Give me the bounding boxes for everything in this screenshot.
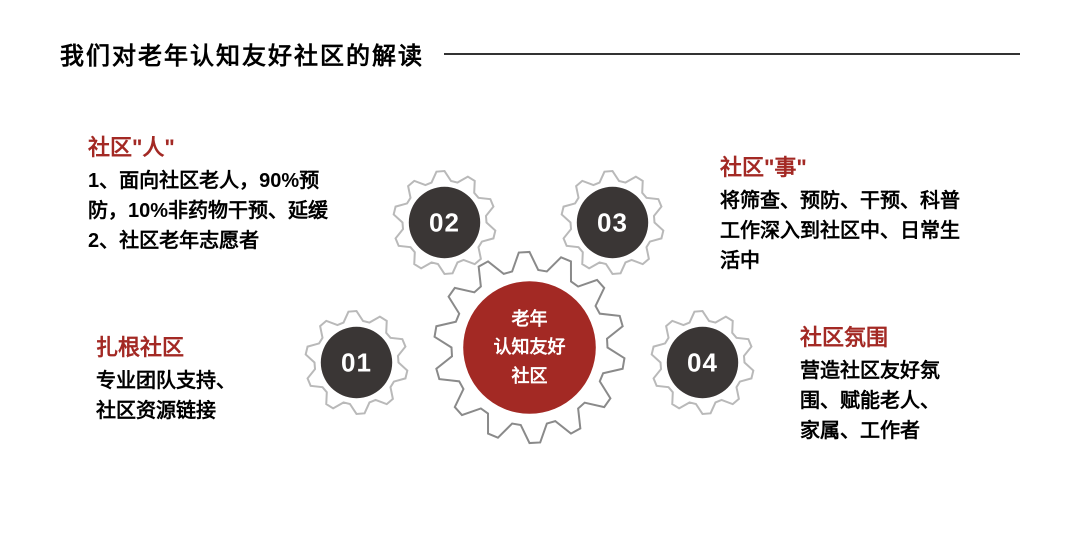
gear-number-04: 04 xyxy=(687,347,718,378)
block-matters-body: 将筛查、预防、干预、科普 工作深入到社区中、日常生 活中 xyxy=(720,186,1020,276)
block-atmosphere: 社区氛围 营造社区友好氛 围、赋能老人、 家属、工作者 xyxy=(800,320,1080,446)
block-matters: 社区"事" 将筛查、预防、干预、科普 工作深入到社区中、日常生 活中 xyxy=(720,150,1020,276)
gear-number-02: 02 xyxy=(429,207,460,238)
gear-diagram: 01 02 03 04 老年 认知友好 社区 xyxy=(300,160,760,500)
gear-number-01: 01 xyxy=(341,347,372,378)
gear-center-label: 老年 认知友好 社区 xyxy=(494,304,566,390)
block-atmosphere-body: 营造社区友好氛 围、赋能老人、 家属、工作者 xyxy=(800,356,1080,446)
page-title-row: 我们对老年认知友好社区的解读 xyxy=(60,36,1020,71)
block-matters-title: 社区"事" xyxy=(720,150,1020,182)
title-underline xyxy=(444,53,1020,55)
block-people-title: 社区"人" xyxy=(88,130,388,162)
gear-04: 04 xyxy=(650,310,755,415)
block-atmosphere-title: 社区氛围 xyxy=(800,320,1080,352)
gear-01: 01 xyxy=(304,310,409,415)
gear-number-03: 03 xyxy=(597,207,628,238)
gear-center: 老年 认知友好 社区 xyxy=(432,250,627,445)
page-title: 我们对老年认知友好社区的解读 xyxy=(60,36,424,71)
